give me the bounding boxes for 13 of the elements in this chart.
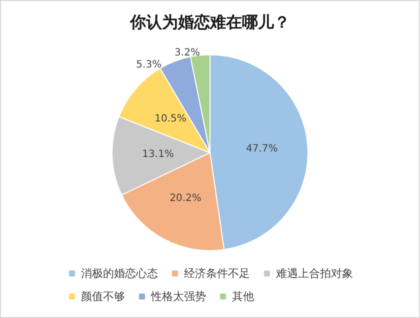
data-label: 5.3% [136,60,162,71]
legend-label: 其他 [232,290,254,303]
data-label: 10.5% [154,113,186,124]
legend-label: 难遇上合拍对象 [276,267,353,280]
legend-label: 颜值不够 [81,290,125,303]
legend-label: 经济条件不足 [184,267,250,280]
data-label: 13.1% [142,148,174,160]
chart-title: 你认为婚恋难在哪儿？ [129,12,290,32]
legend-label: 消极的婚恋心态 [81,267,158,280]
data-label: 47.7% [246,143,278,154]
data-label: 3.2% [174,48,200,59]
legend-label: 性格太强势 [150,290,206,303]
data-label: 20.2% [170,193,202,204]
